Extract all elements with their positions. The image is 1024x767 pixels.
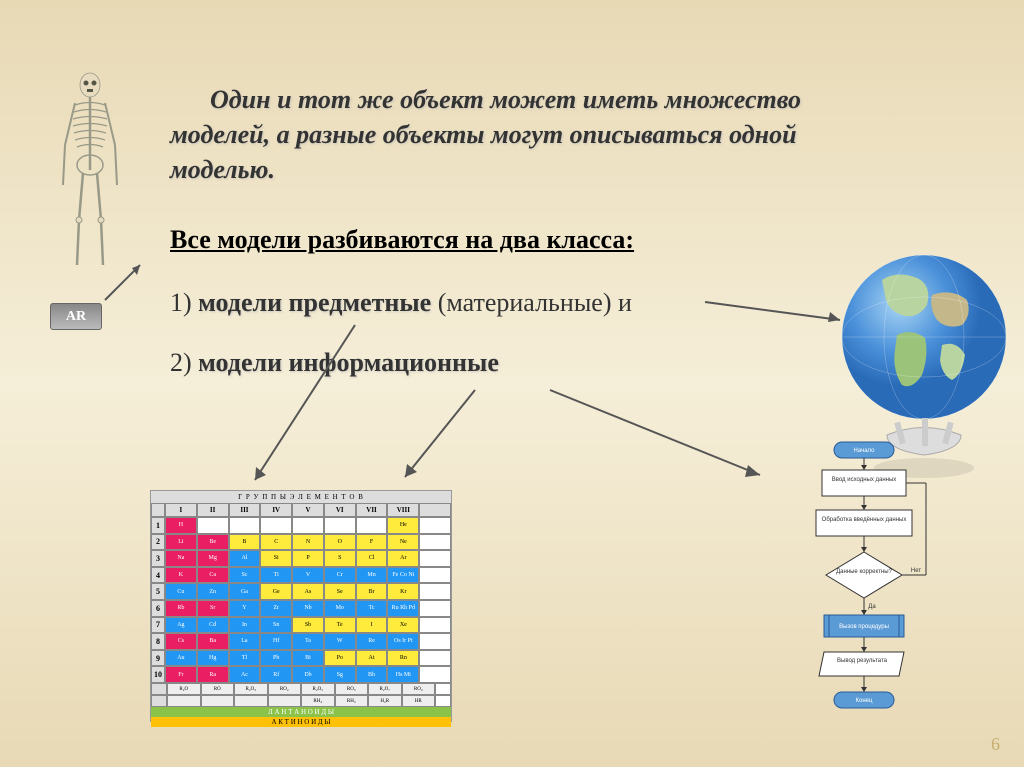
svg-text:Начало: Начало — [854, 448, 876, 454]
svg-text:Данные корректны?: Данные корректны? — [836, 569, 892, 575]
svg-text:Да: Да — [868, 604, 876, 610]
arrow-to-globe — [700, 272, 855, 332]
svg-text:Нет: Нет — [911, 568, 921, 574]
arrow-to-ptable — [240, 320, 370, 490]
flowchart: Начало Ввод исходных данных Обработка вв… — [794, 440, 934, 735]
arrow-to-flowchart — [545, 385, 775, 485]
svg-text:Обработка введённых данных: Обработка введённых данных — [822, 517, 907, 523]
subtitle: Все модели разбиваются на два класса: — [170, 225, 890, 255]
svg-text:Вывод результата: Вывод результата — [837, 658, 888, 664]
intro-text: Один и тот же объект может иметь множест… — [170, 82, 890, 187]
skeleton-illustration — [55, 70, 125, 270]
ar-badge: AR — [50, 303, 102, 330]
arrow-to-ptable-2 — [390, 385, 490, 485]
arrow-to-skeleton — [100, 255, 160, 305]
page-number: 6 — [991, 734, 1000, 755]
svg-text:Ввод исходных данных: Ввод исходных данных — [832, 477, 897, 483]
svg-text:Вызов процедуры: Вызов процедуры — [839, 624, 889, 630]
svg-text:Конец: Конец — [856, 698, 873, 704]
periodic-table: Г Р У П П Ы Э Л Е М Е Н Т О В IIIIIIIVVV… — [150, 490, 452, 722]
